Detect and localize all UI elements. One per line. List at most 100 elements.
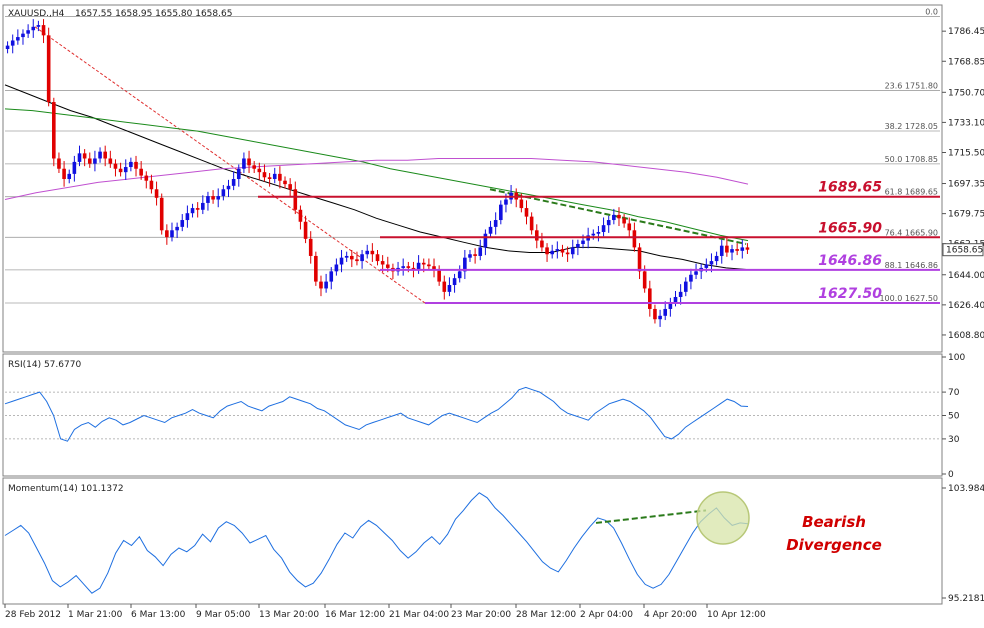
fib-level-label: 50.0 1708.85 — [885, 155, 938, 164]
candle-up — [175, 226, 179, 231]
candle-down — [139, 168, 143, 176]
candle-up — [504, 199, 508, 205]
candle-up — [360, 254, 364, 262]
candle-up — [468, 254, 472, 258]
key-level-label: 1689.65 — [818, 180, 882, 196]
candle-up — [689, 274, 693, 282]
candle-down — [437, 269, 441, 282]
candle-down — [745, 247, 750, 250]
time-axis-tick-label: 13 Mar 20:00 — [259, 610, 319, 620]
candle-up — [10, 40, 15, 46]
rsi-axis-tick-label: 50 — [948, 412, 960, 422]
candle-down — [52, 102, 56, 159]
candle-up — [596, 232, 601, 234]
candle-down — [529, 216, 534, 231]
candle-up — [36, 25, 41, 27]
candle-up — [216, 196, 221, 200]
key-level-label: 1665.90 — [818, 220, 882, 236]
candle-up — [5, 45, 10, 50]
candle-up — [324, 281, 328, 289]
fib-level-label: 38.2 1728.05 — [885, 122, 938, 131]
moving-average-slow-line — [4, 158, 749, 200]
momentum-axis-tick-label: 103.9843 — [948, 484, 984, 494]
time-axis-tick-label: 10 Apr 12:00 — [707, 610, 766, 620]
candle-up — [72, 161, 77, 174]
candle-up — [576, 243, 580, 248]
candle-up — [190, 208, 195, 214]
candle-down — [298, 209, 303, 222]
candle-down — [252, 165, 256, 169]
fib-level-label: 23.6 1751.80 — [885, 81, 938, 90]
candle-up — [499, 204, 503, 221]
candle-up — [694, 271, 698, 275]
candle-up — [272, 173, 277, 179]
price-panel-title: XAUUSD.,H4 — [8, 9, 65, 19]
momentum-panel-title: Momentum(14) 101.1372 — [8, 484, 124, 494]
candle-up — [401, 266, 405, 268]
time-axis-tick-label: 2 Apr 04:00 — [580, 610, 633, 620]
divergence-trendline — [595, 509, 707, 524]
candle-up — [185, 213, 190, 221]
time-axis-tick-label: 28 Feb 2012 — [5, 610, 61, 620]
candle-up — [488, 226, 493, 234]
candle-down — [637, 247, 642, 272]
price-axis-tick-label: 1644.00 — [948, 271, 984, 281]
time-axis-tick-label: 1 Mar 21:00 — [68, 610, 123, 620]
candle-down — [319, 281, 323, 289]
candle-down — [288, 184, 292, 190]
time-axis-tick-label: 28 Mar 12:00 — [516, 610, 576, 620]
candle-up — [365, 250, 370, 255]
candle-up — [457, 271, 462, 279]
candle-down — [87, 158, 92, 164]
rsi-axis-tick-label: 0 — [948, 470, 954, 480]
candle-down — [380, 261, 385, 265]
current-price-box — [942, 243, 984, 257]
candle-up — [550, 250, 554, 255]
candle-down — [355, 259, 359, 262]
candle-up — [93, 158, 97, 164]
candle-down — [134, 161, 138, 169]
candle-down — [632, 230, 637, 248]
candle-up — [452, 278, 457, 286]
candle-down — [149, 180, 154, 190]
time-axis: 28 Feb 2012 1 Mar 21:00 6 Mar 13:00 9 Mar 0… — [4, 604, 766, 620]
divergence-annotation-line2: Divergence — [786, 536, 882, 554]
time-axis-tick-label: 9 Mar 05:00 — [196, 610, 251, 620]
candle-up — [668, 302, 673, 309]
candle-up — [180, 220, 185, 227]
candle-up — [231, 179, 236, 186]
candle-up — [658, 315, 662, 320]
candle-up — [581, 240, 585, 244]
momentum-panel: 103.9843 95.2181 — [4, 484, 984, 604]
rsi-panel-title: RSI(14) 57.6770 — [8, 360, 81, 370]
candle-down — [257, 168, 262, 173]
price-axis-tick-label: 1715.50 — [948, 148, 984, 158]
candle-down — [308, 238, 313, 256]
fib-level-label: 76.4 1665.90 — [885, 228, 938, 237]
candle-down — [118, 168, 123, 173]
candle-up — [673, 296, 678, 303]
candle-up — [221, 189, 226, 197]
candle-down — [82, 153, 87, 159]
candle-down — [103, 151, 107, 159]
candle-up — [26, 30, 30, 34]
candle-up — [206, 196, 210, 203]
candle-up — [16, 37, 20, 41]
candle-up — [591, 233, 596, 236]
candle-down — [473, 254, 477, 256]
candle-up — [447, 285, 452, 292]
time-axis-tick-label: 16 Mar 12:00 — [325, 610, 385, 620]
candle-up — [201, 202, 205, 210]
candle-up — [601, 225, 606, 233]
candle-down — [442, 281, 447, 292]
candle-up — [236, 168, 241, 179]
rsi-panel-frame — [2, 353, 943, 477]
key-level-label: 1646.86 — [818, 253, 882, 269]
candle-up — [339, 257, 344, 265]
fib-level-label: 61.8 1689.65 — [885, 188, 938, 197]
candle-up — [463, 257, 467, 272]
candle-down — [370, 250, 375, 255]
price-axis-tick-label: 1733.10 — [948, 118, 984, 128]
candle-up — [31, 26, 36, 31]
